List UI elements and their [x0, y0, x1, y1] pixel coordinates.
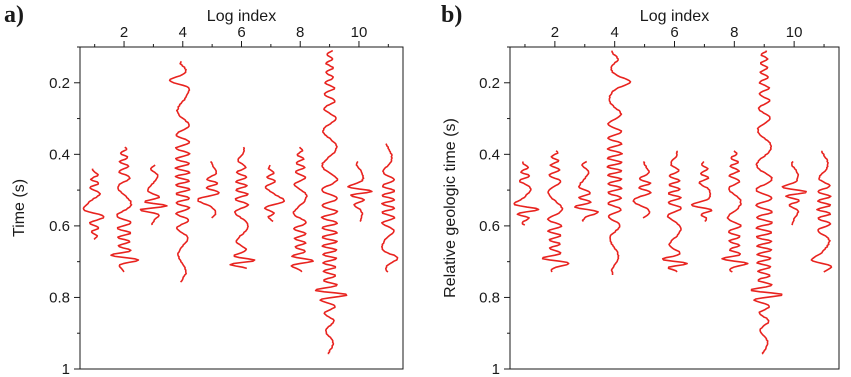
log-trace-8: [721, 150, 749, 273]
y-tick-label: 0.2: [49, 75, 70, 92]
x-tick-label: 6: [670, 24, 678, 41]
log-trace-2: [541, 150, 570, 273]
y-tick-label: 0.6: [479, 218, 500, 235]
log-trace-5: [632, 160, 652, 219]
x-tick-label: 4: [611, 24, 619, 41]
panel-b-chart: Log index Relative geologic time (s) 2 4 6…: [442, 8, 840, 377]
log-trace-11: [810, 150, 833, 273]
panel-a-x-axis-title: Log index: [207, 8, 276, 25]
log-trace-4: [606, 50, 632, 276]
x-tick-label: 8: [296, 24, 304, 41]
log-trace-7: [263, 164, 286, 223]
y-tick-label: 1: [62, 361, 70, 377]
log-trace-8: [290, 146, 314, 273]
log-trace-1: [513, 161, 540, 226]
log-trace-2: [110, 146, 140, 273]
x-tick-label: 2: [551, 24, 559, 41]
panel-b-letter: b): [441, 2, 463, 28]
y-tick-label: 0.8: [479, 289, 500, 306]
y-tick-label: 0.4: [479, 146, 500, 163]
x-tick-label: 2: [120, 24, 128, 41]
panel-b-x-axis-title: Log index: [640, 8, 709, 25]
log-trace-6: [229, 146, 256, 270]
y-tick-label: 0.2: [479, 75, 500, 92]
log-trace-9: [750, 50, 783, 355]
y-tick-label: 1: [492, 361, 500, 377]
x-tick-label: 10: [351, 24, 368, 41]
y-tick-label: 0.4: [49, 146, 70, 163]
log-trace-5: [197, 160, 220, 219]
x-tick-label: 6: [237, 24, 245, 41]
log-trace-3: [574, 160, 599, 222]
log-trace-6: [661, 150, 688, 273]
y-tick-label: 0.6: [49, 218, 70, 235]
log-trace-7: [690, 161, 713, 223]
panel-b-plot-frame: [509, 46, 840, 370]
x-tick-label: 4: [179, 24, 187, 41]
log-trace-10: [781, 160, 807, 226]
y-tick-label: 0.8: [49, 289, 70, 306]
log-trace-3: [139, 164, 168, 226]
x-tick-label: 8: [730, 24, 738, 41]
x-tick-label: 10: [786, 24, 803, 41]
panel-a-y-axis-title: Time (s): [11, 179, 28, 237]
log-trace-10: [347, 161, 373, 222]
panel-b-y-axis-title: Relative geologic time (s): [442, 118, 459, 298]
panel-a-letter: a): [4, 2, 24, 28]
log-trace-1: [82, 168, 105, 240]
log-trace-9: [314, 49, 348, 355]
log-trace-4: [168, 60, 191, 283]
panel-a-chart: Log index Time (s) 2 4 6 8 10 0.2 0.4 0.6 0.8 1: [11, 8, 404, 377]
log-trace-11: [381, 143, 399, 273]
